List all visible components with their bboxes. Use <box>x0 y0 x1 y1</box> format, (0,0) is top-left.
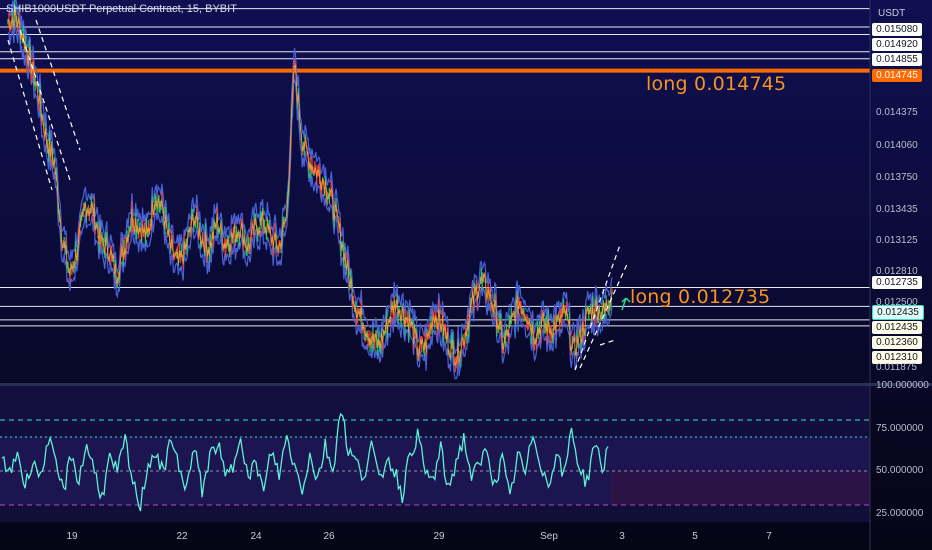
price-tag: 0.012435 <box>872 321 922 334</box>
projection-line-5 <box>599 339 616 346</box>
oscillator-tick-label: 25.000000 <box>876 507 924 519</box>
price-tag: 0.012435 <box>872 305 924 320</box>
price-tick-label: 0.013125 <box>876 235 918 246</box>
time-tick-label: 24 <box>250 531 262 542</box>
oscillator-band-shade <box>610 471 870 505</box>
chart-title: SHIB1000USDT Perpetual Contract, 15, BYB… <box>6 3 237 15</box>
time-tick-label: 5 <box>692 531 698 542</box>
time-tick-label: 26 <box>323 531 335 542</box>
price-tag: 0.012310 <box>872 351 922 364</box>
oscillator-tick-label: 75.000000 <box>876 422 924 434</box>
price-tick-label: 0.013750 <box>876 172 918 183</box>
oscillator-tick-label: 100.000000 <box>876 380 929 391</box>
time-tick-label: 19 <box>66 531 78 542</box>
target-arrow <box>621 297 631 311</box>
price-tick-label: 0.012810 <box>876 266 918 277</box>
price-tick-label: 0.011875 <box>876 362 917 373</box>
time-tick-label: Sep <box>540 531 558 542</box>
time-tick-label: 22 <box>176 531 188 542</box>
oscillator-tick-label: 50.000000 <box>876 465 924 476</box>
price-tick-label: 0.013435 <box>876 204 918 215</box>
price-tag: 0.015080 <box>872 23 922 36</box>
price-tick-label: 0.014060 <box>876 140 918 151</box>
annotation-long-lower: long 0.012735 <box>630 285 771 308</box>
price-tag: 0.012735 <box>872 276 922 289</box>
price-tag: 0.014855 <box>872 53 922 66</box>
oscillator-line <box>1 412 609 512</box>
time-tick-label: 3 <box>619 531 625 542</box>
projection-line-0 <box>7 39 53 191</box>
time-tick-label: 7 <box>766 531 772 542</box>
time-tick-label: 29 <box>433 531 445 542</box>
projection-line-2 <box>35 19 81 151</box>
pane-separator <box>0 383 932 386</box>
price-tick-label: 0.012500 <box>876 297 918 308</box>
price-line <box>7 7 613 366</box>
price-tag: 0.012360 <box>872 336 922 349</box>
price-tick-label: 0.014375 <box>876 107 918 118</box>
envelope-upper <box>7 0 613 355</box>
annotation-long-upper: long 0.014745 <box>646 72 787 95</box>
price-tag: 0.014920 <box>872 38 922 51</box>
currency-label: USDT <box>878 8 906 19</box>
projection-line-4 <box>579 261 629 369</box>
projection-line-3 <box>574 244 621 371</box>
envelope-lower <box>7 20 613 380</box>
price-tag: 0.014745 <box>872 69 922 82</box>
